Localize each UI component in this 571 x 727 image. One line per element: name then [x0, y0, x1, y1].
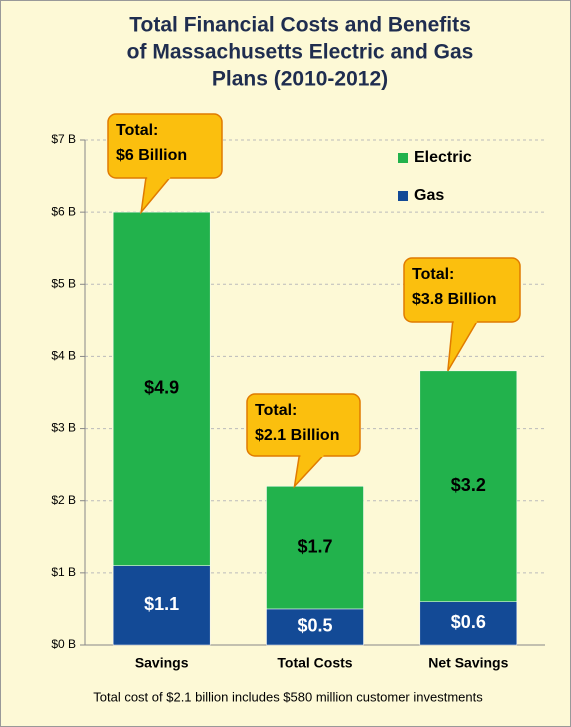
bar-segment: [266, 486, 364, 610]
callout-pointer: [140, 175, 172, 215]
y-tick-label: $6 B: [51, 204, 76, 218]
callout-cover: [300, 453, 324, 457]
legend-label: Electric: [414, 149, 472, 166]
callout-text: $6 Billion: [116, 147, 187, 164]
value-label: $1.1: [144, 594, 179, 614]
chart-title: Plans (2010-2012): [212, 68, 388, 91]
y-tick-label: $1 B: [51, 565, 76, 579]
y-tick-label: $0 B: [51, 637, 76, 651]
y-tick-label: $2 B: [51, 493, 76, 507]
x-tick-label: Total Costs: [277, 655, 352, 671]
callout-pointer: [447, 319, 479, 372]
legend-swatch: [398, 153, 408, 163]
callout-text: $2.1 Billion: [255, 427, 339, 444]
chart-title: of Massachusetts Electric and Gas: [127, 41, 474, 64]
bar-segment: [419, 370, 518, 602]
callout-cover: [147, 175, 171, 179]
value-label: $4.9: [144, 378, 179, 398]
value-label: $1.7: [297, 536, 332, 556]
x-tick-label: Net Savings: [428, 655, 508, 671]
y-tick-label: $7 B: [51, 132, 76, 146]
footnote: Total cost of $2.1 billion includes $580…: [93, 689, 483, 704]
callout-text: Total:: [255, 402, 297, 419]
chart-title: Total Financial Costs and Benefits: [129, 14, 471, 37]
value-label: $3.2: [451, 475, 486, 495]
legend-label: Gas: [414, 187, 444, 204]
value-label: $0.5: [297, 616, 332, 636]
callout-text: Total:: [412, 266, 454, 283]
y-tick-label: $3 B: [51, 421, 76, 435]
callout-text: $3.8 Billion: [412, 291, 496, 308]
callout-pointer: [293, 453, 326, 489]
bar-segment: [112, 565, 211, 646]
callout-cover: [453, 319, 477, 323]
value-label: $0.6: [451, 612, 486, 632]
y-tick-label: $4 B: [51, 349, 76, 363]
bar-segment: [266, 608, 364, 646]
y-tick-label: $5 B: [51, 276, 76, 290]
x-tick-label: Savings: [135, 655, 189, 671]
bar-segment: [112, 211, 211, 566]
callout-text: Total:: [116, 122, 158, 139]
legend-swatch: [398, 191, 408, 201]
